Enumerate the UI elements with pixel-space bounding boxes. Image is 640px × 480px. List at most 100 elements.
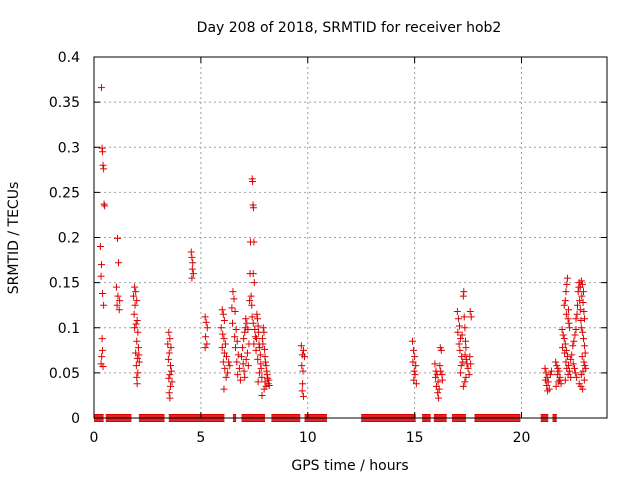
data-point [431, 360, 439, 368]
data-point [134, 369, 142, 377]
data-point [299, 380, 307, 388]
data-point [257, 364, 265, 372]
data-point [246, 297, 254, 305]
data-point [249, 178, 257, 186]
data-point [112, 283, 120, 291]
data-point [134, 328, 142, 336]
y-axis-label: SRMTID / TECUs [6, 182, 22, 295]
data-points [96, 84, 590, 402]
data-point [299, 392, 307, 400]
data-point [578, 292, 586, 300]
data-point [253, 310, 261, 318]
data-point [465, 371, 473, 379]
axis-ticks: 0 0.05 0.1 0.15 0.2 0.25 0.3 0.35 0.4 0 5 10 15 20 [49, 50, 607, 446]
y-tick-label: 0.15 [49, 276, 80, 292]
x-tick-label: 15 [406, 430, 424, 446]
data-point [167, 367, 175, 375]
data-point [559, 331, 567, 339]
data-point [573, 310, 581, 318]
data-point [188, 265, 196, 273]
data-point [436, 362, 444, 370]
data-point [410, 367, 418, 375]
data-point [558, 326, 566, 334]
data-point [232, 326, 240, 334]
data-point [579, 328, 587, 336]
data-point [243, 349, 251, 357]
data-point [580, 308, 588, 316]
data-point [564, 315, 572, 323]
grid [94, 57, 607, 418]
data-point [100, 165, 108, 173]
data-point [130, 310, 138, 318]
data-point [114, 234, 122, 242]
data-point [542, 369, 550, 377]
data-point [563, 274, 571, 282]
data-point [220, 349, 228, 357]
data-point [434, 378, 442, 386]
data-point [461, 337, 469, 345]
data-point [467, 313, 475, 321]
data-point [435, 385, 443, 393]
data-point [462, 344, 470, 352]
data-point [249, 204, 257, 212]
data-point [221, 364, 229, 372]
data-point [438, 376, 446, 384]
data-point [254, 315, 262, 323]
data-point [562, 358, 570, 366]
data-point [258, 391, 266, 399]
data-point [581, 342, 589, 350]
data-point [458, 331, 466, 339]
data-point [132, 320, 140, 328]
data-point [133, 373, 141, 381]
data-point [131, 283, 139, 291]
data-point [466, 353, 474, 361]
data-point [566, 324, 574, 332]
data-point [166, 335, 174, 343]
data-point [412, 380, 420, 388]
data-point [166, 371, 174, 379]
data-point [226, 362, 234, 370]
data-point [570, 337, 578, 345]
data-point [201, 313, 209, 321]
data-point [459, 382, 467, 390]
data-point [131, 301, 139, 309]
data-point [203, 340, 211, 348]
data-point [218, 344, 226, 352]
data-point [167, 362, 175, 370]
data-point [133, 380, 141, 388]
data-point [201, 344, 209, 352]
y-tick-label: 0 [71, 411, 80, 427]
data-point [561, 376, 569, 384]
data-point [236, 376, 244, 384]
data-point [434, 389, 442, 397]
data-point [99, 148, 107, 156]
data-point [573, 373, 581, 381]
data-point [567, 355, 575, 363]
data-point [541, 364, 549, 372]
data-point [254, 378, 262, 386]
data-point [167, 344, 175, 352]
data-point [545, 385, 553, 393]
data-point [219, 330, 227, 338]
data-point [408, 337, 416, 345]
data-point [466, 308, 474, 316]
y-tick-label: 0.1 [58, 321, 80, 337]
y-tick-label: 0.05 [49, 366, 80, 382]
data-point [96, 243, 104, 251]
data-point [258, 373, 266, 381]
data-point [188, 274, 196, 282]
data-point [256, 344, 264, 352]
y-tick-label: 0.35 [49, 95, 80, 111]
data-point [254, 322, 262, 330]
data-point [262, 362, 270, 370]
data-point [261, 378, 269, 386]
data-point [561, 297, 569, 305]
data-point [166, 394, 174, 402]
data-point [243, 319, 251, 327]
plot-frame [93, 56, 608, 419]
data-point [560, 335, 568, 343]
data-point [557, 380, 565, 388]
data-point [250, 238, 258, 246]
data-point [132, 349, 140, 357]
x-axis-label: GPS time / hours [291, 458, 408, 474]
